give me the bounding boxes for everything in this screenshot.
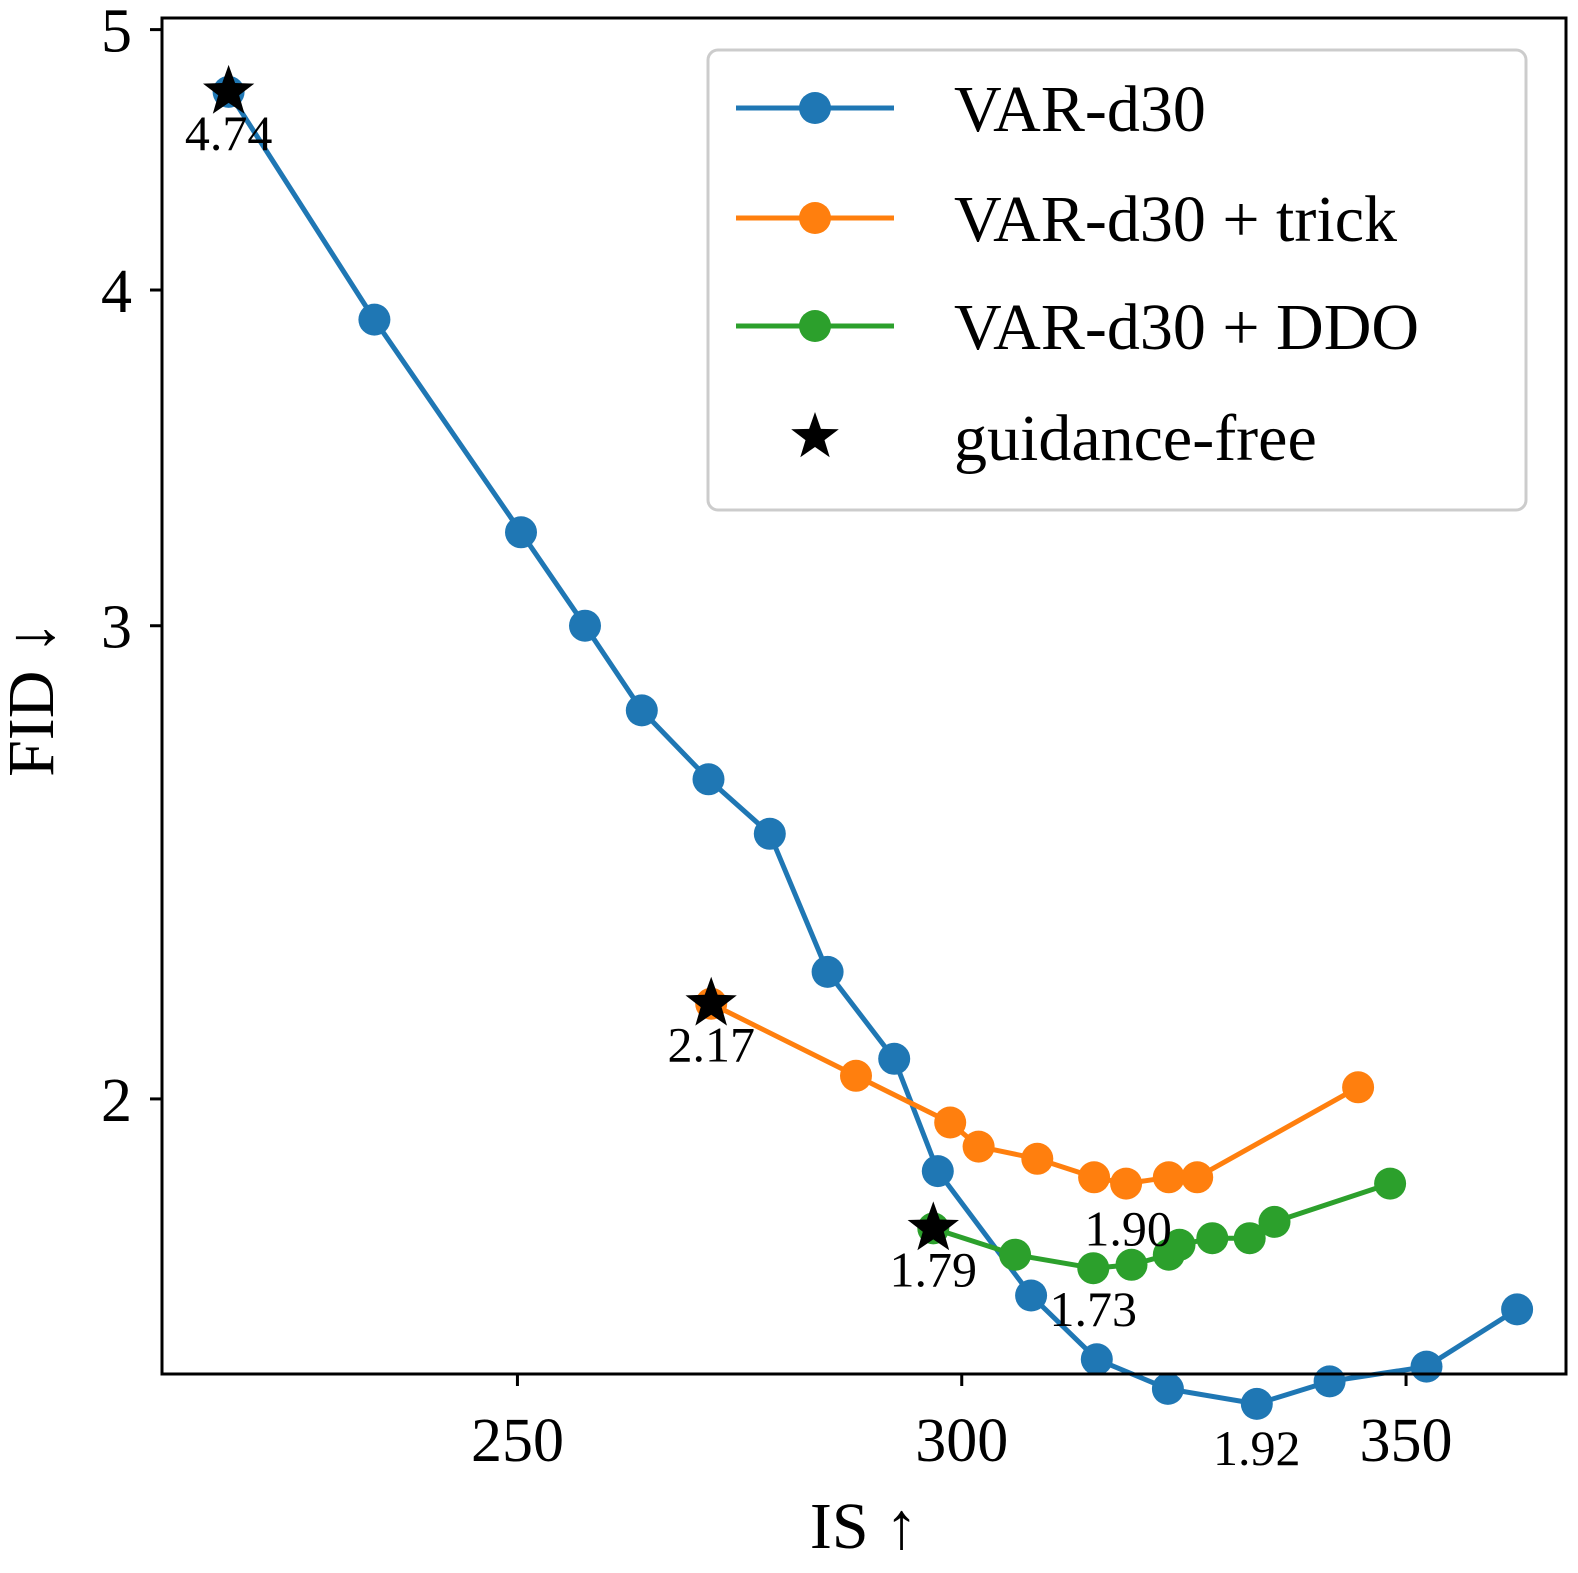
data-point-var-d30 [811, 955, 844, 988]
data-point-var-d30-ddo [1233, 1222, 1266, 1255]
data-point-var-d30-trick [1021, 1142, 1054, 1175]
legend-label-guidance-free: guidance-free [954, 402, 1317, 475]
data-point-var-d30 [1151, 1372, 1184, 1405]
data-point-var-d30-ddo [1163, 1228, 1196, 1261]
data-point-var-d30 [1015, 1279, 1048, 1312]
data-point-var-d30-ddo [1374, 1167, 1407, 1200]
guidance-free-star [685, 976, 737, 1026]
data-point-var-d30 [878, 1042, 911, 1075]
legend-label-var-d30: VAR-d30 [954, 73, 1206, 146]
data-point-var-d30 [505, 516, 537, 549]
data-label: 1.79 [890, 1241, 978, 1297]
data-label: 1.92 [1213, 1420, 1301, 1476]
data-point-var-d30-trick [840, 1059, 872, 1092]
legend-marker-var-d30-trick [799, 202, 831, 234]
data-point-var-d30 [1313, 1365, 1346, 1398]
data-point-var-d30 [569, 609, 601, 642]
legend-label-var-d30-trick: VAR-d30 + trick [954, 183, 1397, 256]
data-label: 1.73 [1050, 1281, 1138, 1337]
data-point-var-d30-ddo [999, 1238, 1032, 1271]
data-point-var-d30-trick [1078, 1161, 1111, 1194]
data-point-var-d30 [753, 817, 786, 850]
data-point-var-d30-trick [1181, 1161, 1214, 1194]
data-label: 4.74 [185, 105, 273, 161]
legend-marker-guidance-free [791, 412, 839, 458]
data-point-var-d30-trick [1342, 1071, 1375, 1104]
x-tick-label: 300 [915, 1407, 1008, 1475]
guidance-free-star [907, 1201, 959, 1251]
data-label: 2.17 [667, 1017, 755, 1073]
plot-area-frame [160, 16, 1568, 1376]
legend-marker-var-d30-ddo [799, 310, 831, 342]
data-point-var-d30 [358, 303, 391, 336]
data-point-var-d30-trick [962, 1130, 995, 1163]
legend-frame [706, 48, 1528, 512]
guidance-free-star [203, 64, 255, 114]
legend: VAR-d30 VAR-d30 + trick VAR-d30 + DDO guida… [706, 48, 1528, 512]
data-point-var-d30-ddo [1196, 1222, 1229, 1255]
y-tick-label: 3 [101, 594, 132, 662]
data-point-var-d30 [1240, 1387, 1273, 1420]
guidance-free-markers [203, 64, 959, 1251]
data-point-var-d30-ddo [1115, 1248, 1148, 1281]
data-label: 1.90 [1084, 1201, 1172, 1257]
legend-label-var-d30-ddo: VAR-d30 + DDO [954, 291, 1419, 364]
series-markers [212, 75, 1534, 1420]
legend-marker-var-d30 [799, 92, 831, 124]
y-tick-label: 5 [101, 0, 132, 66]
y-axis-title: FID ↓ [0, 621, 68, 777]
data-point-var-d30 [692, 763, 725, 796]
data-point-var-d30 [1501, 1293, 1534, 1326]
data-point-var-d30-trick [1110, 1167, 1143, 1200]
data-point-var-d30 [1410, 1350, 1443, 1383]
data-point-var-d30-ddo [1258, 1205, 1291, 1238]
data-point-var-d30-trick [934, 1106, 967, 1139]
data-point-var-d30 [921, 1155, 954, 1188]
data-point-var-d30-ddo [1077, 1252, 1110, 1285]
y-tick-label: 4 [101, 258, 132, 326]
x-axis-title: IS ↑ [810, 1490, 918, 1563]
y-tick-label: 2 [101, 1067, 132, 1135]
data-point-var-d30-trick [1152, 1161, 1185, 1194]
x-tick-label: 350 [1360, 1407, 1453, 1475]
x-tick-label: 250 [471, 1407, 564, 1475]
data-point-var-d30 [1080, 1343, 1113, 1376]
data-annotations: 4.74 2.17 1.79 1.90 1.92 1.73 [185, 105, 1301, 1476]
data-point-var-d30 [625, 694, 658, 727]
axis-ticks: 250 300 350 2 3 4 5 [101, 0, 1453, 1475]
